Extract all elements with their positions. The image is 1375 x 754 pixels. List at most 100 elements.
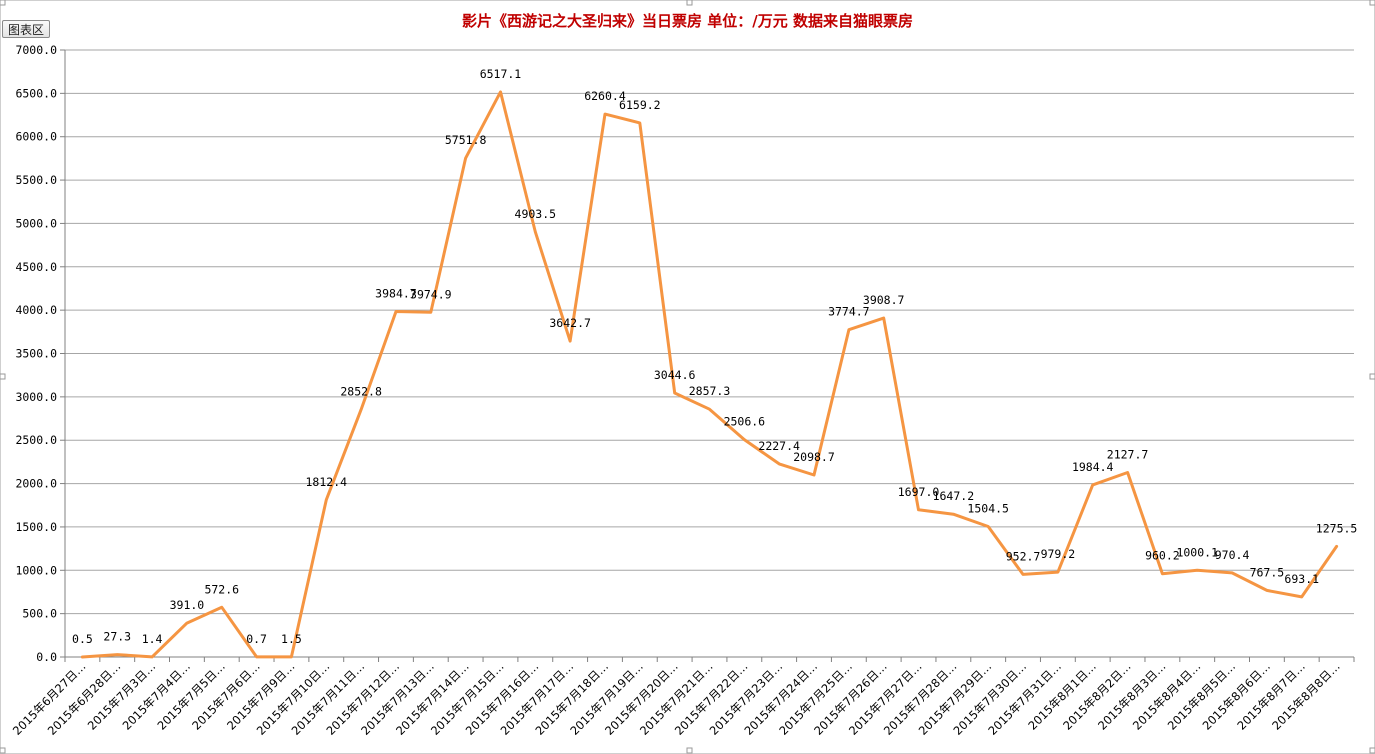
- data-label: 1812.4: [306, 475, 348, 489]
- data-point: [846, 327, 852, 333]
- data-label: 2227.4: [758, 439, 800, 453]
- data-point: [1194, 567, 1200, 573]
- data-label: 2857.3: [689, 384, 731, 398]
- data-point: [602, 111, 608, 117]
- resize-handle[interactable]: [1369, 747, 1375, 754]
- y-tick-label: 5000.0: [15, 216, 57, 230]
- data-label: 3984.7: [375, 286, 417, 300]
- data-point: [358, 407, 364, 413]
- data-label: 767.5: [1250, 565, 1285, 579]
- data-label: 1.4: [142, 632, 163, 646]
- chart-title: 影片《西游记之大圣归来》当日票房 单位：/万元 数据来自猫眼票房: [462, 12, 913, 30]
- data-point: [79, 654, 85, 660]
- y-tick-label: 1000.0: [15, 563, 57, 577]
- data-label: 3642.7: [549, 316, 591, 330]
- data-label: 2127.7: [1107, 447, 1149, 461]
- data-label: 6159.2: [619, 98, 661, 112]
- data-label: 970.4: [1215, 548, 1250, 562]
- y-tick-label: 4000.0: [15, 303, 57, 317]
- data-point: [1090, 482, 1096, 488]
- data-point: [219, 604, 225, 610]
- data-point: [114, 652, 120, 658]
- data-point: [1334, 543, 1340, 549]
- data-label: 2852.8: [340, 385, 382, 399]
- y-tick-label: 1500.0: [15, 520, 57, 534]
- data-point: [741, 437, 747, 443]
- resize-handle[interactable]: [0, 373, 6, 380]
- data-label: 391.0: [170, 598, 205, 612]
- y-tick-label: 0.0: [36, 650, 57, 664]
- y-tick-label: 2500.0: [15, 433, 57, 447]
- data-point: [950, 511, 956, 517]
- data-label: 1.5: [281, 632, 302, 646]
- series-box-office[interactable]: [79, 89, 1339, 660]
- y-axis-ticks: 0.0 500.0 1000.0 1500.0 2000.0 2500.0 3000.0 35…: [15, 43, 57, 664]
- data-label: 2098.7: [793, 450, 835, 464]
- data-label: 1275.5: [1316, 521, 1358, 535]
- data-label: 3908.7: [863, 293, 905, 307]
- data-label: 0.7: [246, 632, 267, 646]
- data-point: [428, 309, 434, 315]
- x-axis-ticks: 2015年6月27日…2015年6月28日…2015年7月3日…2015年7月4…: [10, 659, 1343, 738]
- data-label: 572.6: [204, 582, 239, 596]
- chart-area-tab: 图表区: [2, 20, 51, 38]
- data-point: [463, 155, 469, 161]
- data-point: [323, 497, 329, 503]
- data-point: [1229, 570, 1235, 576]
- data-label: 1697.0: [898, 485, 940, 499]
- data-label: 952.7: [1006, 549, 1041, 563]
- resize-handle[interactable]: [1369, 0, 1375, 6]
- data-label: 3044.6: [654, 368, 696, 382]
- resize-handle[interactable]: [686, 747, 693, 754]
- resize-handle[interactable]: [0, 0, 6, 6]
- data-label: 1647.2: [933, 489, 975, 503]
- data-label: 979.2: [1041, 547, 1076, 561]
- data-point: [254, 654, 260, 660]
- data-label: 960.2: [1145, 549, 1180, 563]
- gridlines: [65, 49, 1354, 615]
- data-label: 3774.7: [828, 305, 870, 319]
- y-tick-label: 4500.0: [15, 260, 57, 274]
- data-label: 5751.8: [445, 133, 487, 147]
- data-point: [811, 472, 817, 478]
- data-labels: 0.5 27.3 1.4 391.0 572.6 0.7 1.5 1812.4 2852.8 39…: [72, 67, 1357, 646]
- data-label: 4903.5: [515, 207, 557, 221]
- y-tick-label: 7000.0: [15, 43, 57, 57]
- data-point: [532, 229, 538, 235]
- resize-handle[interactable]: [0, 747, 6, 754]
- y-tick-label: 6000.0: [15, 130, 57, 144]
- data-label: 6517.1: [480, 67, 522, 81]
- data-point: [1159, 571, 1165, 577]
- data-point: [1125, 469, 1131, 475]
- data-label: 1000.1: [1176, 545, 1218, 559]
- data-label: 27.3: [103, 630, 131, 644]
- data-label: 1504.5: [967, 502, 1009, 516]
- data-label: 693.1: [1284, 572, 1319, 586]
- y-tick-label: 500.0: [22, 607, 57, 621]
- data-point: [1020, 571, 1026, 577]
- data-point: [567, 338, 573, 344]
- y-tick-label: 3500.0: [15, 347, 57, 361]
- data-point: [1264, 587, 1270, 593]
- data-point: [916, 507, 922, 513]
- data-point: [985, 524, 991, 530]
- data-point: [393, 308, 399, 314]
- data-point: [288, 654, 294, 660]
- y-tick-label: 3000.0: [15, 390, 57, 404]
- data-point: [637, 120, 643, 126]
- resize-handle[interactable]: [686, 0, 693, 6]
- resize-handle[interactable]: [1369, 373, 1375, 380]
- data-point: [1055, 569, 1061, 575]
- data-point: [1299, 594, 1305, 600]
- series-line[interactable]: [80, 90, 1339, 659]
- data-point: [707, 406, 713, 412]
- y-tick-label: 5500.0: [15, 173, 57, 187]
- y-tick-label: 6500.0: [15, 86, 57, 100]
- data-point: [497, 89, 503, 95]
- data-point: [672, 390, 678, 396]
- data-label: 1984.4: [1072, 460, 1114, 474]
- y-tick-label: 2000.0: [15, 477, 57, 491]
